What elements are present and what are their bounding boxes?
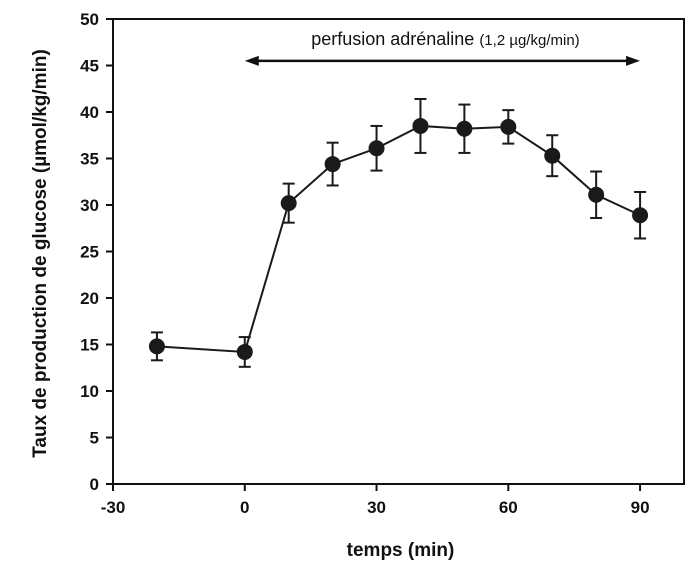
y-tick-label: 40 [80,103,99,122]
annotation-label: perfusion adrénaline (1,2 µg/kg/min) [311,29,579,49]
plot-area [148,97,649,368]
series-line [156,124,641,353]
y-tick-label: 30 [80,196,99,215]
y-tick-label: 35 [80,150,99,169]
annotation-label-detail: (1,2 µg/kg/min) [479,32,579,49]
x-tick-label: -30 [101,498,126,517]
annotation: perfusion adrénaline (1,2 µg/kg/min) [244,29,641,66]
data-point [456,120,473,137]
x-tick-label: 30 [367,498,386,517]
y-tick-label: 25 [80,243,99,262]
y-tick-label: 45 [80,57,99,76]
plot-frame [112,18,685,485]
data-point [412,117,429,134]
y-tick-label: 5 [90,429,99,448]
x-tick-label: 90 [631,498,650,517]
data-point [544,147,561,164]
data-point [588,186,605,203]
y-axis-title: Taux de production de glucose (µmol/kg/m… [30,49,51,458]
data-point [632,207,649,224]
annotation-label-main: perfusion adrénaline [311,29,479,49]
data-point [148,338,165,355]
annotation-arrowhead-right [626,55,641,66]
y-tick-label: 15 [80,336,99,355]
y-tick-label: 10 [80,382,99,401]
y-tick-label: 0 [90,475,99,494]
data-point [280,195,297,212]
y-tick-label: 50 [80,10,99,29]
data-point [500,118,517,135]
x-tick-label: 60 [499,498,518,517]
x-tick-label: 0 [240,498,249,517]
data-point [324,156,341,173]
y-tick-label: 20 [80,289,99,308]
data-point [236,343,253,360]
annotation-arrowhead-left [244,55,259,66]
x-axis-title: temps (min) [347,540,455,561]
axes [106,18,685,491]
data-point [368,140,385,157]
